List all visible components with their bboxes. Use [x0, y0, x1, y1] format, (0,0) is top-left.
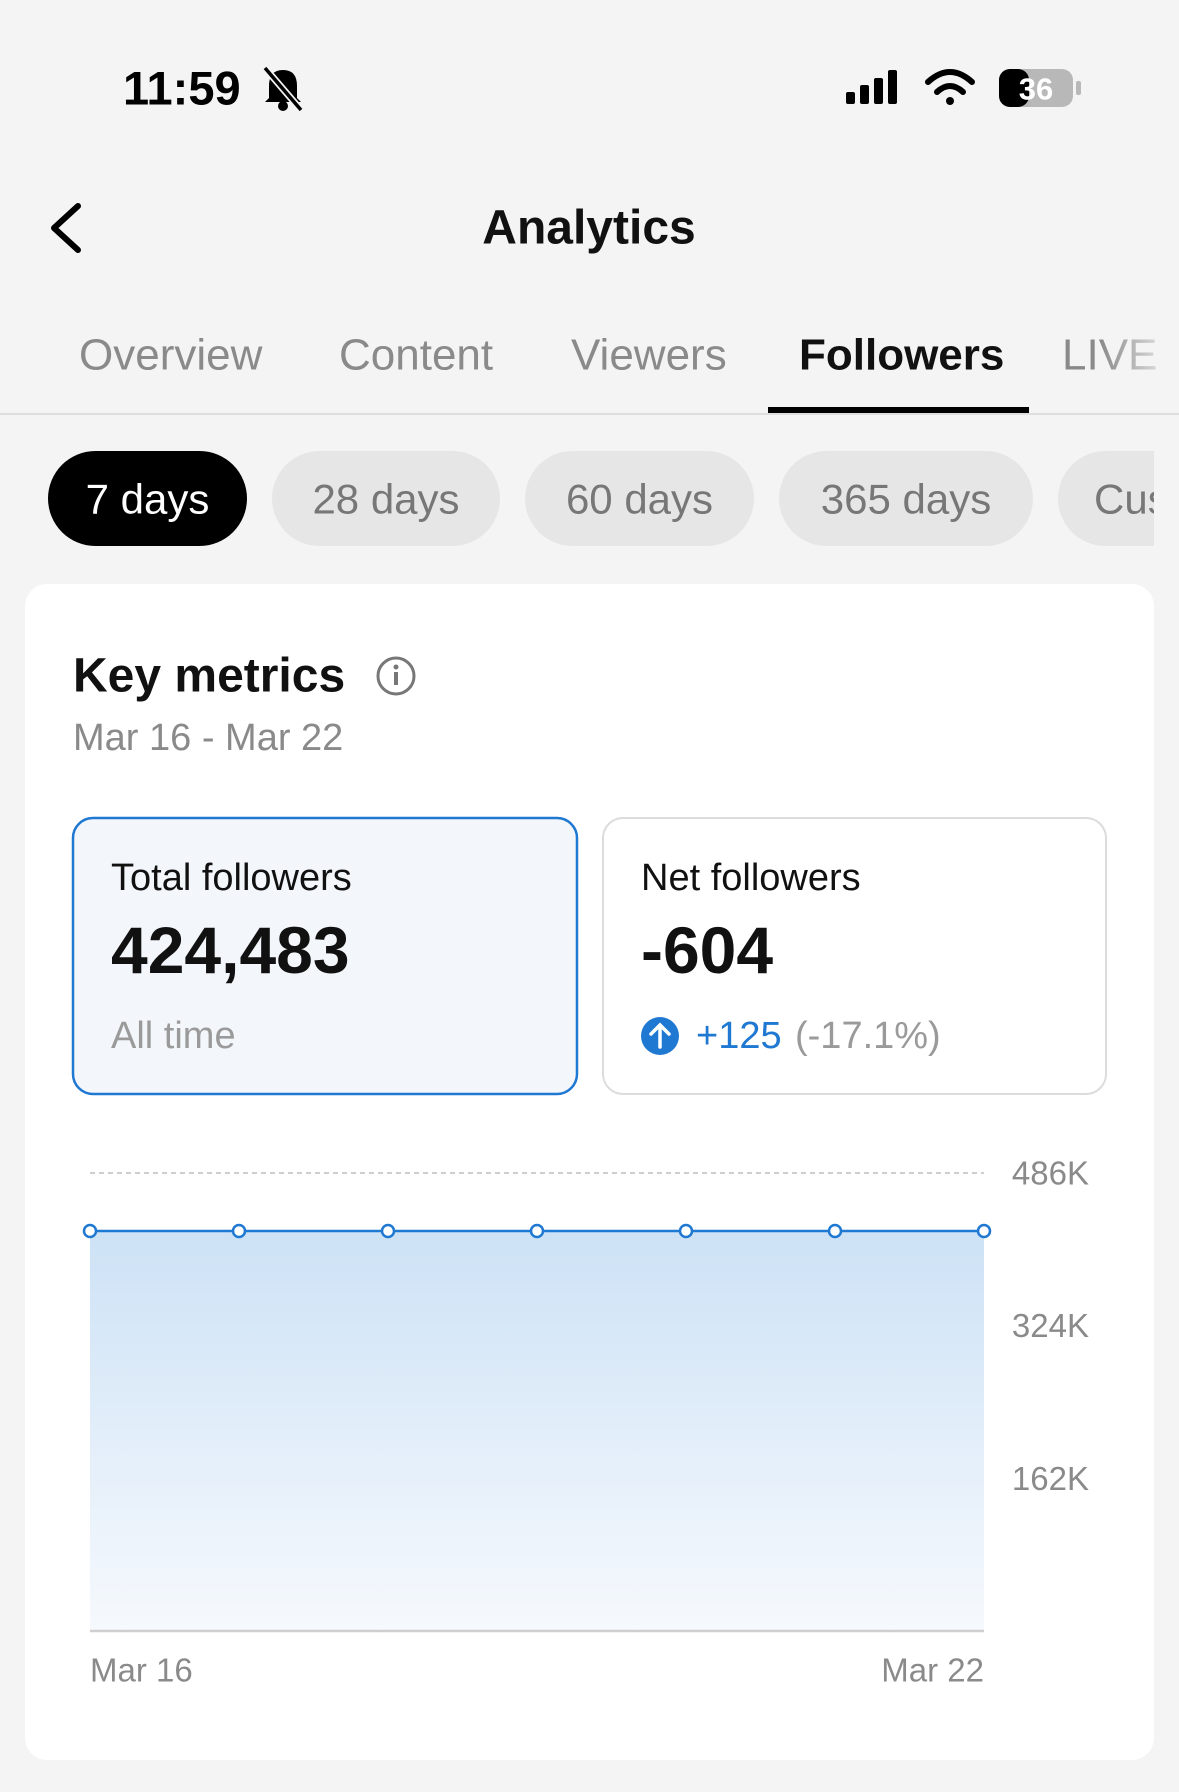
chip-label: 60 days: [566, 476, 713, 523]
chip-label: 365 days: [821, 476, 991, 523]
followers-chart: 162K 324K 486K Mar 16 Mar 22: [82, 1155, 1089, 1689]
chip-label: Custom: [1094, 476, 1179, 523]
period-chip[interactable]: 28 days: [272, 451, 500, 546]
point[interactable]: [678, 1223, 694, 1239]
y-tick-label: 162K: [1012, 1460, 1089, 1497]
wifi-icon: [925, 69, 975, 105]
tab[interactable]: Viewers: [571, 331, 727, 380]
metric-box[interactable]: [602, 817, 1107, 1095]
metric-change: +125: [696, 1015, 782, 1057]
battery-icon: 36: [999, 69, 1081, 107]
chip-background: [525, 451, 754, 546]
y-tick-label: 324K: [1012, 1307, 1089, 1344]
chip-label: 7 days: [86, 476, 210, 523]
chip-label: 28 days: [312, 476, 459, 523]
chip-background: [48, 451, 247, 546]
date-range: Mar 16 - Mar 22: [73, 717, 343, 759]
point[interactable]: [82, 1223, 98, 1239]
period-chip[interactable]: 60 days: [525, 451, 754, 546]
back-button[interactable]: [51, 203, 81, 253]
period-chip[interactable]: 365 days: [779, 451, 1033, 546]
period-chip[interactable]: Custom: [1058, 451, 1179, 546]
info-icon[interactable]: [376, 656, 416, 696]
signal-icon: [846, 70, 897, 104]
y-tick-label: 486K: [1012, 1155, 1089, 1192]
tab[interactable]: Content: [339, 331, 493, 380]
status-time: 11:59: [123, 62, 241, 115]
tab[interactable]: Followers: [799, 331, 1004, 380]
chip-background: [272, 451, 500, 546]
point[interactable]: [529, 1223, 545, 1239]
chip-background: [779, 451, 1033, 546]
x-tick-label: Mar 16: [90, 1652, 193, 1689]
point[interactable]: [976, 1223, 992, 1239]
point[interactable]: [827, 1223, 843, 1239]
tab-fade: [1100, 295, 1179, 410]
metric-note: All time: [111, 1015, 236, 1057]
metric-value: -604: [641, 913, 773, 987]
metric-label: Net followers: [641, 857, 861, 899]
chip-background: [1058, 451, 1154, 546]
metric-label: Total followers: [111, 857, 352, 899]
metric-value: 424,483: [111, 913, 350, 987]
metric-change-pct: (-17.1%): [795, 1015, 941, 1057]
up-arrow-icon: [641, 1017, 679, 1055]
card-title: Key metrics: [73, 650, 345, 703]
area-fill: [90, 1230, 984, 1631]
page-title: Analytics: [482, 202, 695, 255]
point[interactable]: [380, 1223, 396, 1239]
period-chip[interactable]: 7 days: [48, 451, 247, 546]
bell-off-icon: [262, 65, 304, 113]
point[interactable]: [231, 1223, 247, 1239]
x-tick-label: Mar 22: [881, 1652, 984, 1689]
tab-underline: [768, 407, 1029, 413]
tab[interactable]: Overview: [79, 331, 263, 380]
metric-box-selected[interactable]: [71, 816, 579, 1096]
battery-level: 36: [1019, 72, 1053, 107]
